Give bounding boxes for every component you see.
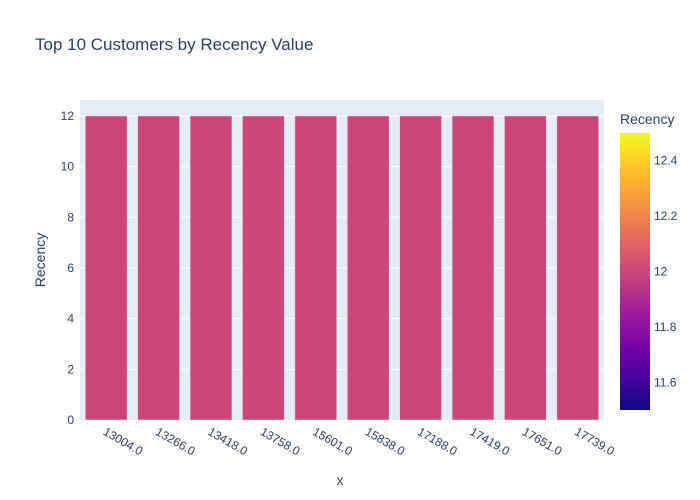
colorbar-tick-label: 12.4 (654, 154, 678, 168)
bar-15838.0[interactable] (346, 115, 390, 421)
bar-13758.0[interactable] (242, 115, 285, 421)
bar-17419.0[interactable] (451, 115, 495, 421)
x-axis-ticks: 13004.0 13266.0 13418.0 13758.0 15601.0 15838… (101, 424, 617, 458)
colorbar: Recency 11.6 11.8 12 12.2 12.4 (620, 111, 678, 410)
bar-13266.0[interactable] (137, 115, 180, 421)
bar-17739.0[interactable] (556, 115, 600, 421)
y-tick-label: 10 (61, 160, 75, 174)
bar-15601.0[interactable] (294, 115, 338, 421)
colorbar-tick-label: 11.8 (654, 320, 677, 334)
x-axis-title: x (337, 472, 344, 488)
x-tick-label: 13758.0 (258, 424, 303, 458)
y-axis-title: Recency (32, 233, 48, 287)
chart-title: Top 10 Customers by Recency Value (35, 35, 313, 54)
colorbar-tick-label: 11.6 (654, 375, 677, 389)
x-tick-label: 15601.0 (310, 424, 355, 458)
colorbar-gradient (620, 133, 650, 410)
y-tick-label: 6 (67, 261, 74, 275)
x-tick-label: 13418.0 (206, 424, 251, 458)
x-tick-label: 17419.0 (468, 424, 513, 458)
x-tick-label: 15838.0 (363, 424, 408, 458)
y-tick-label: 12 (61, 109, 75, 123)
y-tick-label: 2 (67, 362, 74, 376)
x-tick-label: 17651.0 (520, 424, 565, 458)
bar-13418.0[interactable] (189, 115, 233, 421)
y-tick-label: 8 (67, 210, 74, 224)
bar-13004.0[interactable] (84, 115, 128, 421)
x-tick-label: 17188.0 (415, 424, 460, 458)
x-tick-label: 17739.0 (572, 424, 617, 458)
bars (84, 115, 600, 421)
colorbar-ticks: 11.6 11.8 12 12.2 12.4 (654, 154, 678, 390)
colorbar-tick-label: 12.2 (654, 209, 678, 223)
bar-17651.0[interactable] (504, 115, 547, 421)
colorbar-tick-label: 12 (654, 265, 668, 279)
y-tick-label: 4 (67, 312, 74, 326)
y-axis-ticks: 0 2 4 6 8 10 12 (61, 109, 75, 427)
x-tick-label: 13266.0 (153, 424, 198, 458)
colorbar-title: Recency (620, 111, 674, 127)
x-tick-label: 13004.0 (101, 424, 146, 458)
y-tick-label: 0 (67, 413, 74, 427)
bar-17188.0[interactable] (399, 115, 442, 421)
